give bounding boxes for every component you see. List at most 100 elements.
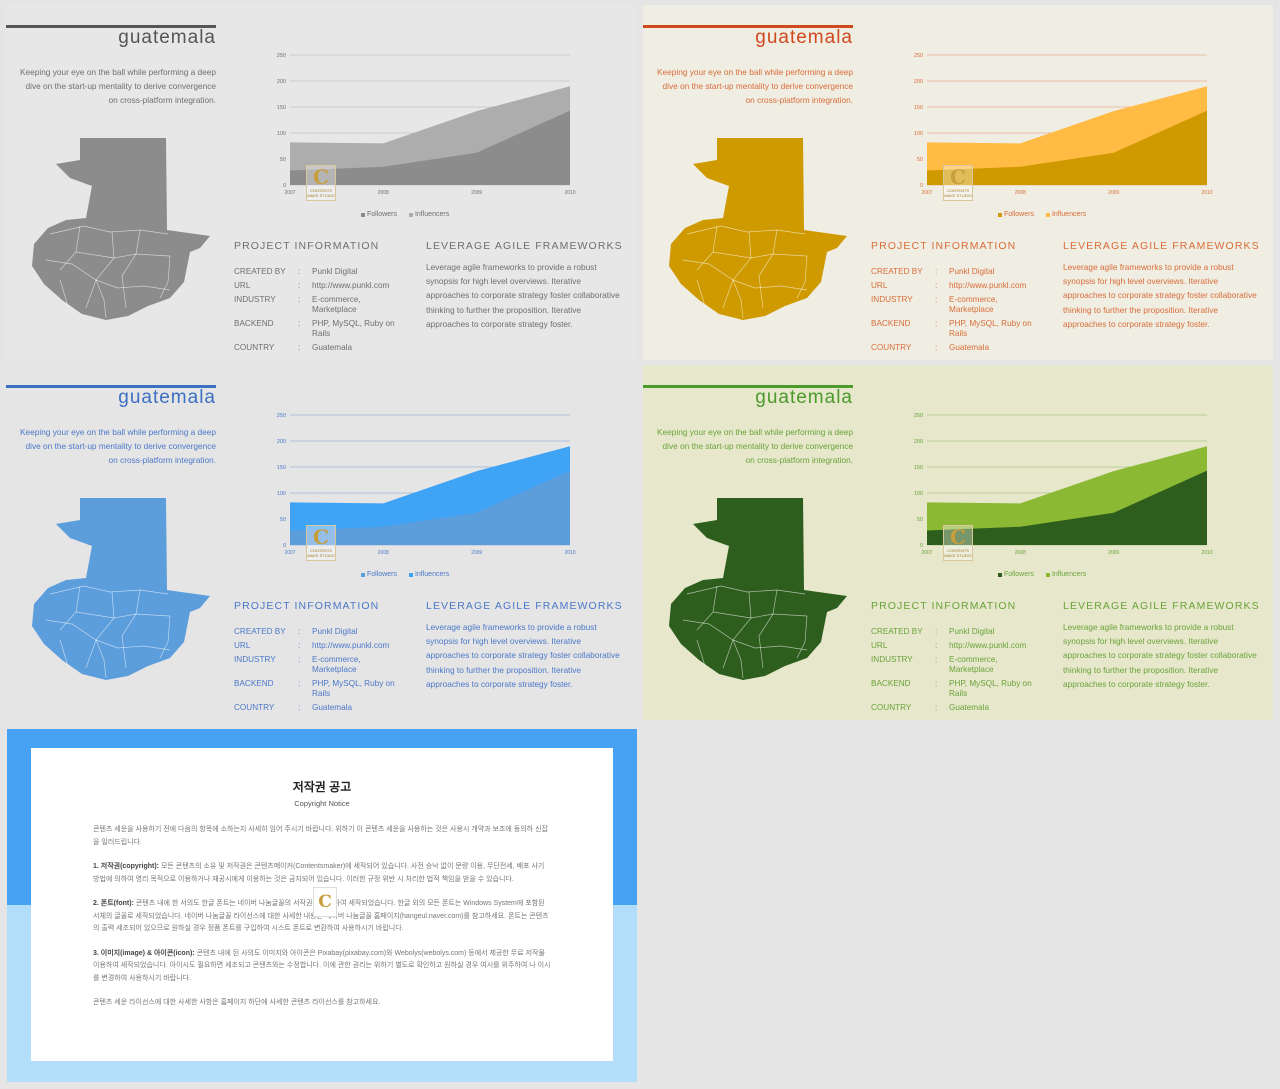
department-border	[45, 259, 171, 291]
watermark-logo: C	[313, 887, 337, 917]
info-row-industry: INDUSTRY: E-commerce, Marketplace	[871, 655, 998, 674]
x-tick-label: 2009	[471, 550, 482, 556]
info-row-created-by: CREATED BY: Punkl Digital	[871, 267, 995, 276]
department-border	[696, 279, 706, 307]
x-tick-label: 2007	[921, 550, 932, 556]
leverage-text: Leverage agile frameworks to provide a r…	[426, 262, 620, 329]
area-chart: 0 50 100 150 200 250 2007 2008 2009 2010	[914, 53, 1213, 196]
department-border	[121, 589, 141, 669]
title-bar	[643, 385, 853, 388]
legend-label-influencers: Influencers	[1051, 571, 1087, 578]
department-border	[686, 585, 806, 595]
x-tick-label: 2010	[1201, 190, 1212, 196]
y-tick-label: 100	[914, 491, 923, 497]
y-tick-label: 250	[277, 413, 286, 419]
project-info-table: CREATED BY: Punkl Digital URL: http://www.…	[871, 627, 1051, 717]
country-shape	[669, 138, 847, 320]
project-info-heading: PROJECT INFORMATION	[871, 240, 1017, 252]
x-tick-label: 2007	[284, 190, 295, 196]
y-tick-label: 250	[914, 413, 923, 419]
copyright-intro: 콘텐츠 세운을 사용하기 전에 다음의 항목에 소하는지 사세히 임어 주시기 …	[93, 826, 548, 846]
info-row-created-by: CREATED BY: Punkl Digital	[871, 627, 995, 636]
info-row-backend: BACKEND: PHP, MySQL, Ruby on Rails	[234, 319, 395, 338]
slide-title: guatemala	[118, 27, 216, 48]
guatemala-map	[669, 138, 847, 320]
title-bar	[6, 25, 216, 28]
chart-legend: Followers Influencers	[361, 211, 449, 218]
legend-followers: Followers	[998, 211, 1034, 218]
department-border	[159, 615, 171, 659]
title-bar	[643, 25, 853, 28]
department-border	[59, 279, 69, 307]
legend-label-followers: Followers	[367, 211, 397, 218]
info-row-country: COUNTRY: Guatemala	[871, 703, 990, 712]
leverage-heading: LEVERAGE AGILE FRAMEWORKS	[1063, 600, 1260, 612]
area-followers	[290, 110, 570, 185]
slide-title: guatemala	[118, 387, 216, 408]
x-tick-label: 2010	[564, 190, 575, 196]
department-border	[85, 591, 115, 669]
info-row-backend: BACKEND: PHP, MySQL, Ruby on Rails	[234, 679, 395, 698]
legend-followers: Followers	[998, 571, 1034, 578]
y-tick-label: 250	[914, 53, 923, 59]
department-border	[696, 639, 706, 667]
info-row-url: URL: http://www.punkl.com	[871, 641, 1027, 650]
chart-legend: Followers Influencers	[361, 571, 449, 578]
legend-label-followers: Followers	[1004, 211, 1034, 218]
y-tick-label: 0	[920, 543, 923, 549]
department-border	[59, 639, 69, 667]
title-bar	[6, 385, 216, 388]
guatemala-map	[669, 498, 847, 680]
copyright-outro: 콘텐츠 세운 라이선스에 대한 사세한 사항은 홈페이지 하단에 사세한 콘텐츠…	[93, 999, 381, 1006]
y-tick-label: 50	[917, 157, 923, 163]
department-border	[159, 255, 171, 299]
department-border	[712, 251, 808, 259]
x-tick-label: 2009	[1108, 190, 1119, 196]
legend-influencers: Influencers	[1045, 211, 1086, 218]
y-tick-label: 200	[277, 439, 286, 445]
x-tick-label: 2010	[1201, 550, 1212, 556]
y-tick-label: 100	[914, 131, 923, 137]
department-border	[95, 639, 107, 679]
leverage-heading: LEVERAGE AGILE FRAMEWORKS	[426, 600, 623, 612]
chart-legend: Followers Influencers	[998, 211, 1086, 218]
info-row-industry: INDUSTRY: E-commerce, Marketplace	[234, 655, 361, 674]
legend-influencers: Influencers	[408, 571, 449, 578]
y-tick-label: 0	[283, 183, 286, 189]
area-chart: 0 50 100 150 200 250 2007 2008 2009 2010	[277, 413, 576, 556]
legend-influencers: Influencers	[408, 211, 449, 218]
project-info-table: CREATED BY: Punkl Digital URL: http://www.…	[234, 627, 414, 717]
x-tick-label: 2007	[284, 550, 295, 556]
y-tick-label: 250	[277, 53, 286, 59]
country-shape	[32, 138, 210, 320]
x-tick-label: 2008	[1015, 550, 1026, 556]
info-row-industry: INDUSTRY: E-commerce, Marketplace	[234, 295, 361, 314]
info-row-created-by: CREATED BY: Punkl Digital	[234, 627, 358, 636]
info-row-backend: BACKEND: PHP, MySQL, Ruby on Rails	[871, 679, 1032, 698]
watermark-logo: C CONTENTS MAKE STUDIO	[306, 525, 336, 561]
slide-green: guatemala Keeping your eye on the ball w…	[643, 365, 1273, 720]
project-info-heading: PROJECT INFORMATION	[234, 240, 380, 252]
x-tick-label: 2008	[378, 190, 389, 196]
legend-swatch-influencers	[1045, 572, 1050, 577]
slide-description: Keeping your eye on the ball while perfo…	[656, 427, 853, 465]
department-border	[682, 619, 808, 651]
y-tick-label: 0	[283, 543, 286, 549]
area-followers	[927, 470, 1207, 545]
legend-label-followers: Followers	[1004, 571, 1034, 578]
project-info-table: CREATED BY: Punkl Digital URL: http://www.…	[234, 267, 414, 357]
department-border	[758, 589, 778, 669]
y-tick-label: 150	[914, 465, 923, 471]
slide-description: Keeping your eye on the ball while perfo…	[656, 67, 853, 105]
x-tick-label: 2008	[1015, 190, 1026, 196]
copyright-subtitle: Copyright Notice	[294, 799, 350, 808]
y-tick-label: 150	[914, 105, 923, 111]
department-border	[796, 255, 808, 299]
department-border	[45, 619, 171, 651]
project-info-heading: PROJECT INFORMATION	[871, 600, 1017, 612]
x-tick-label: 2007	[921, 190, 932, 196]
area-chart: 0 50 100 150 200 250 2007 2008 2009 2010	[277, 53, 576, 196]
leverage-heading: LEVERAGE AGILE FRAMEWORKS	[1063, 240, 1260, 252]
info-row-country: COUNTRY: Guatemala	[234, 343, 353, 352]
copyright-title: 저작권 공고	[292, 780, 352, 794]
